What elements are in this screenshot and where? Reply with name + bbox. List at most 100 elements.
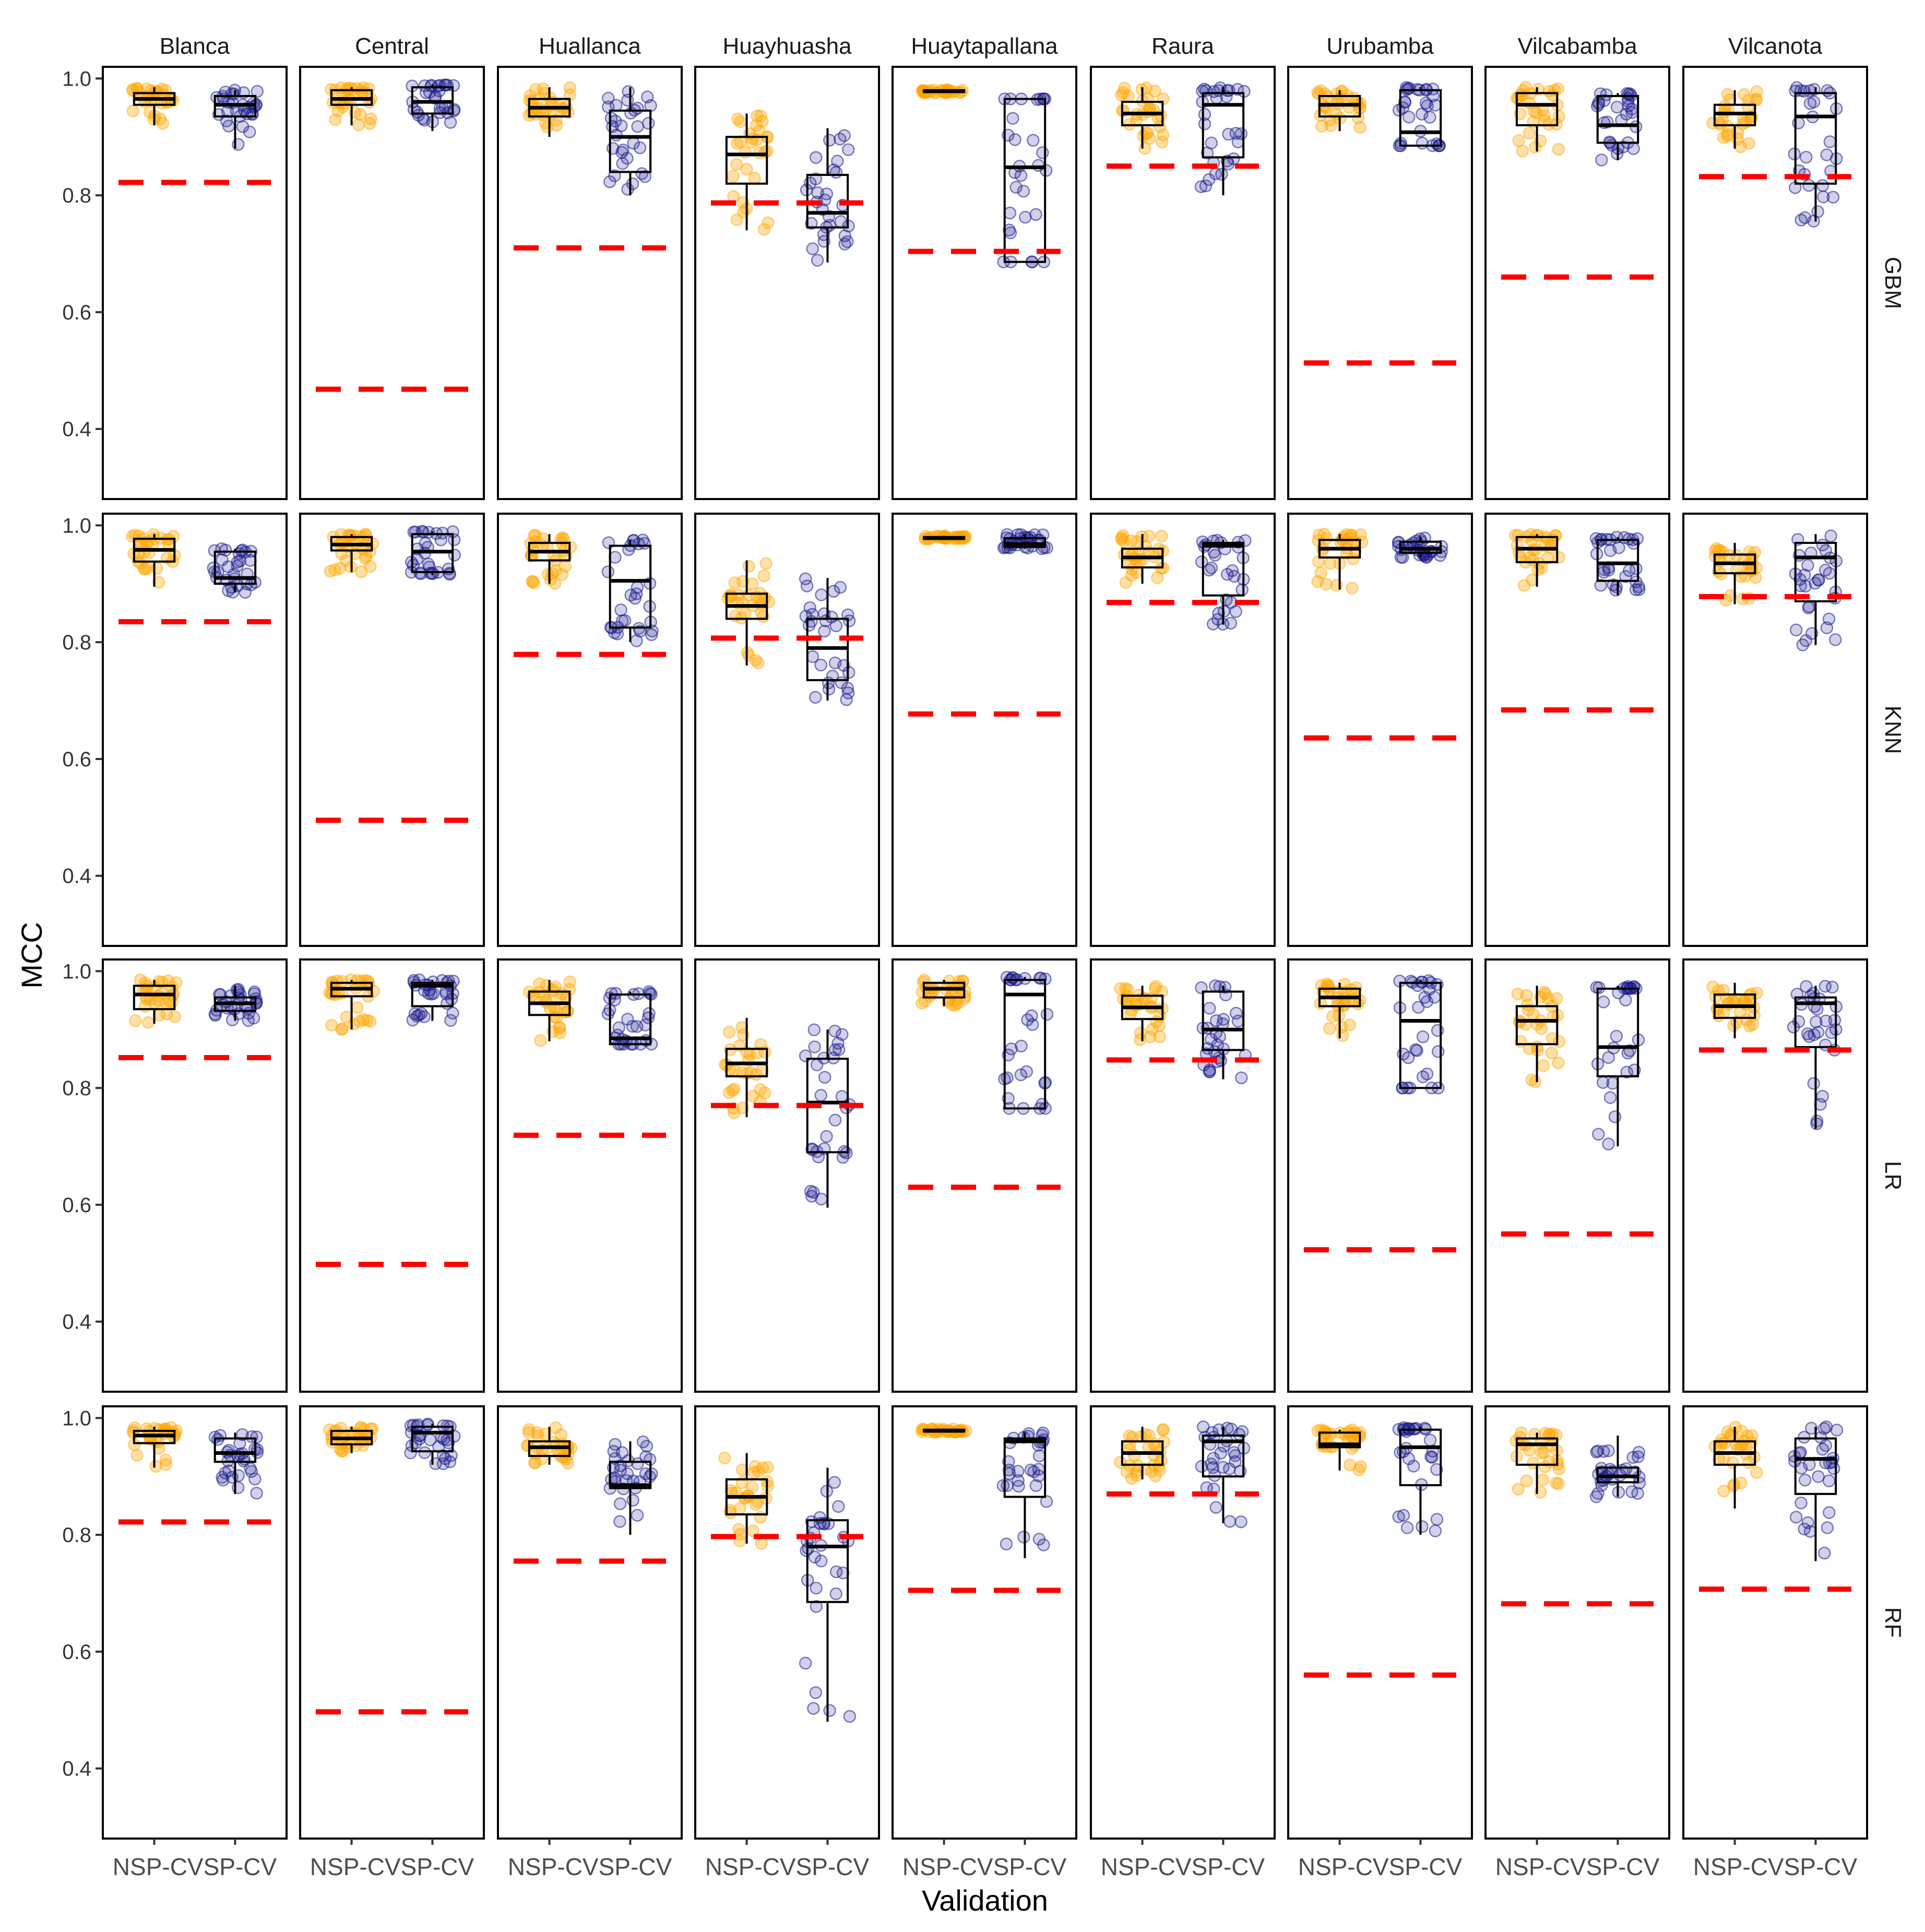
data-point-nsp-cv	[1537, 1059, 1550, 1072]
data-point-nsp-cv	[724, 1506, 737, 1519]
data-point-sp-cv	[1222, 127, 1235, 141]
data-point-sp-cv	[823, 219, 836, 232]
data-point-nsp-cv	[1539, 987, 1552, 1001]
data-point-sp-cv	[444, 116, 457, 129]
data-point-sp-cv	[1822, 1474, 1836, 1488]
data-point-nsp-cv	[1346, 582, 1359, 595]
data-point-sp-cv	[1631, 1487, 1644, 1500]
box-nsp-cv	[1515, 1005, 1559, 1046]
data-point-nsp-cv	[1746, 1018, 1759, 1032]
data-point-nsp-cv	[526, 575, 539, 588]
x-tick-labels: NSP-CVSP-CV	[113, 1853, 277, 1880]
data-point-sp-cv	[1404, 975, 1418, 988]
data-point-nsp-cv	[1742, 137, 1755, 150]
data-point-sp-cv	[645, 628, 658, 642]
data-point-sp-cv	[828, 1024, 841, 1038]
panel-gbm-vilcabamba	[1484, 66, 1670, 500]
data-point-sp-cv	[828, 1476, 841, 1489]
panel-gbm-huaytapallana	[892, 66, 1077, 500]
data-point-sp-cv	[1625, 102, 1638, 116]
data-point-sp-cv	[1019, 210, 1032, 224]
data-point-sp-cv	[1592, 1128, 1605, 1141]
y-tick-label: 0.8	[62, 631, 91, 654]
data-point-nsp-cv	[529, 83, 542, 96]
box-sp-cv	[1003, 979, 1047, 1110]
data-point-sp-cv	[1633, 583, 1646, 596]
data-point-sp-cv	[1828, 1014, 1841, 1027]
panel-border	[102, 1405, 288, 1840]
data-point-nsp-cv	[1523, 126, 1536, 140]
data-point-nsp-cv	[1157, 1424, 1170, 1437]
panel-rf-vilcanota: NSP-CVSP-CV	[1682, 1405, 1868, 1880]
data-point-sp-cv	[803, 601, 816, 614]
y-tick-label: 0.6	[62, 1194, 91, 1217]
data-point-sp-cv	[1416, 1030, 1430, 1044]
data-point-sp-cv	[837, 659, 850, 672]
data-point-sp-cv	[840, 693, 853, 706]
data-point-nsp-cv	[1352, 1463, 1365, 1477]
data-point-nsp-cv	[1134, 1430, 1148, 1443]
panel-gbm-raura	[1090, 66, 1276, 500]
data-point-sp-cv	[1801, 1516, 1814, 1530]
data-point-sp-cv	[1430, 1463, 1443, 1476]
data-point-sp-cv	[1602, 1051, 1615, 1064]
data-point-sp-cv	[1231, 135, 1245, 149]
data-point-sp-cv	[631, 1457, 644, 1471]
data-point-nsp-cv	[1721, 1425, 1734, 1439]
data-point-sp-cv	[1005, 1042, 1018, 1056]
data-point-nsp-cv	[727, 170, 740, 183]
panel-border	[1682, 513, 1868, 947]
data-point-nsp-cv	[1115, 532, 1128, 546]
panel-knn-blanca	[102, 513, 288, 947]
data-point-nsp-cv	[534, 1034, 547, 1047]
data-point-nsp-cv	[1125, 1472, 1138, 1485]
data-point-sp-cv	[621, 93, 634, 107]
panel-lr-blanca	[102, 958, 288, 1393]
data-point-nsp-cv	[1541, 551, 1554, 565]
data-point-nsp-cv	[364, 560, 377, 573]
panel-lr-vilcabamba	[1484, 958, 1670, 1393]
data-point-nsp-cv	[364, 112, 377, 125]
data-point-nsp-cv	[1717, 1485, 1730, 1498]
data-point-sp-cv	[1198, 108, 1211, 121]
data-point-nsp-cv	[340, 1010, 353, 1024]
data-point-sp-cv	[614, 603, 627, 617]
data-point-nsp-cv	[1326, 1010, 1339, 1023]
data-point-sp-cv	[1817, 1422, 1831, 1435]
data-point-sp-cv	[611, 627, 624, 641]
data-point-nsp-cv	[1736, 117, 1750, 131]
panel-gbm-vilcanota	[1682, 66, 1868, 500]
data-point-sp-cv	[1227, 152, 1240, 165]
data-point-nsp-cv	[1322, 981, 1336, 994]
data-point-nsp-cv	[533, 977, 546, 990]
panel-border	[299, 1405, 485, 1840]
panel-rf-central: NSP-CVSP-CV	[299, 1405, 485, 1880]
panel-lr-vilcanota	[1682, 958, 1868, 1393]
data-point-sp-cv	[1816, 190, 1830, 204]
data-point-sp-cv	[1195, 1460, 1208, 1473]
data-point-nsp-cv	[1318, 1424, 1331, 1438]
data-point-nsp-cv	[346, 529, 360, 542]
panel-gbm-central	[299, 66, 485, 500]
data-point-sp-cv	[1002, 1463, 1016, 1477]
data-point-nsp-cv	[563, 975, 577, 989]
data-point-sp-cv	[809, 691, 822, 704]
data-point-sp-cv	[1203, 563, 1216, 577]
data-point-sp-cv	[1205, 136, 1218, 150]
data-point-sp-cv	[1392, 1510, 1405, 1523]
data-point-nsp-cv	[1120, 1465, 1133, 1478]
data-point-sp-cv	[243, 125, 256, 139]
y-tick-label: 1.0	[62, 1407, 91, 1430]
panel-border	[892, 513, 1077, 947]
data-point-sp-cv	[842, 614, 856, 627]
panel-border	[1682, 66, 1868, 500]
data-point-nsp-cv	[329, 113, 342, 126]
data-point-nsp-cv	[1323, 1022, 1336, 1035]
data-point-sp-cv	[250, 1430, 263, 1443]
data-point-sp-cv	[1431, 1045, 1445, 1058]
data-point-nsp-cv	[1750, 1466, 1763, 1479]
data-point-sp-cv	[643, 1007, 656, 1020]
data-point-sp-cv	[1205, 1457, 1218, 1471]
data-point-sp-cv	[643, 985, 656, 999]
data-point-nsp-cv	[549, 1421, 563, 1435]
